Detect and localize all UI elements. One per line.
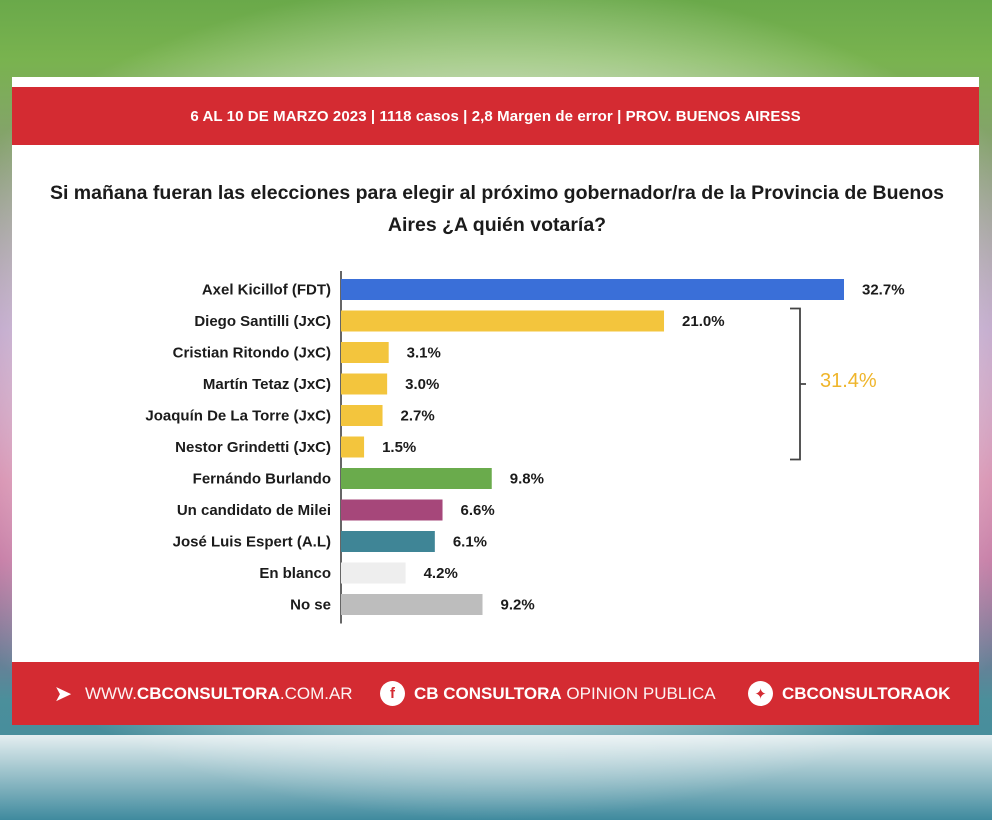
jxc-bracket: [790, 307, 806, 461]
category-label-nestor-grindetti-jxc: Nestor Grindetti (JxC): [175, 439, 331, 456]
value-label-martin-tetaz-jxc: 3.0%: [405, 376, 439, 393]
category-label-martin-tetaz-jxc: Martín Tetaz (JxC): [203, 376, 331, 393]
bar-martin-tetaz-jxc: [341, 373, 388, 395]
value-label-joaquin-de-la-torre-jxc: 2.7%: [401, 408, 435, 425]
bar-en-blanco: [341, 562, 406, 584]
twitter-handle: CBCONSULTORAOK: [782, 683, 951, 703]
info-banner: 6 AL 10 DE MARZO 2023 | 1118 casos | 2,8…: [12, 87, 979, 145]
jxc-total-label: 31.4%: [820, 370, 877, 392]
facebook-subtitle: OPINION PUBLICA: [566, 683, 716, 703]
poll-question: Si mañana fueran las elecciones para ele…: [49, 182, 945, 236]
bar-chart: Axel Kicillof (FDT) 32.7% Diego Santilli (…: [145, 271, 905, 624]
bar-joaquin-de-la-torre-jxc: [341, 405, 383, 426]
category-label-un-candidato-de-milei: Un candidato de Milei: [177, 502, 331, 519]
website-suffix: .COM.AR: [279, 683, 353, 703]
website-link[interactable]: ➤ WWW. CBCONSULTORA .COM.AR: [50, 681, 353, 706]
value-label-diego-santilli-jxc: 21.0%: [682, 313, 725, 330]
footer-banner: ➤ WWW. CBCONSULTORA .COM.AR f CB CONSULTOR…: [12, 662, 979, 725]
category-label-jose-luis-espert-a-l: José Luis Espert (A.L): [173, 534, 331, 551]
value-label-jose-luis-espert-a-l: 6.1%: [453, 534, 487, 551]
twitter-link[interactable]: ✦ CBCONSULTORAOK: [748, 681, 950, 706]
bar-diego-santilli-jxc: [341, 310, 665, 332]
category-label-axel-kicillof-fdt: Axel Kicillof (FDT): [202, 282, 331, 299]
value-label-cristian-ritondo-jxc: 3.1%: [407, 345, 441, 362]
facebook-icon: f: [380, 681, 405, 706]
value-label-un-candidato-de-milei: 6.6%: [461, 502, 495, 519]
category-label-en-blanco: En blanco: [259, 565, 331, 582]
bar-axel-kicillof-fdt: [341, 279, 844, 300]
category-label-cristian-ritondo-jxc: Cristian Ritondo (JxC): [173, 345, 331, 362]
poll-info: 6 AL 10 DE MARZO 2023 | 1118 casos | 2,8…: [190, 107, 801, 125]
facebook-link[interactable]: f CB CONSULTORA OPINION PUBLICA: [380, 681, 716, 706]
bar-nestor-grindetti-jxc: [341, 436, 365, 458]
bottom-glow: [0, 735, 992, 820]
cursor-click-icon: ➤: [53, 680, 73, 706]
bar-no-se: [341, 594, 483, 615]
bar-fernando-burlando: [341, 468, 492, 489]
poll-card: 6 AL 10 DE MARZO 2023 | 1118 casos | 2,8…: [12, 77, 979, 725]
value-label-no-se: 9.2%: [501, 597, 535, 614]
category-label-no-se: No se: [290, 597, 331, 614]
facebook-name: CB CONSULTORA: [414, 683, 562, 703]
website-bold: CBCONSULTORA: [136, 683, 280, 703]
value-label-fernando-burlando: 9.8%: [510, 471, 544, 488]
bar-jose-luis-espert-a-l: [341, 531, 435, 552]
bar-un-candidato-de-milei: [341, 499, 443, 521]
bar-cristian-ritondo-jxc: [341, 342, 389, 363]
value-label-nestor-grindetti-jxc: 1.5%: [382, 439, 416, 456]
category-label-diego-santilli-jxc: Diego Santilli (JxC): [194, 313, 331, 330]
value-label-axel-kicillof-fdt: 32.7%: [862, 282, 905, 299]
category-label-joaquin-de-la-torre-jxc: Joaquín De La Torre (JxC): [145, 408, 331, 425]
website-prefix: WWW.: [85, 683, 137, 703]
twitter-icon: ✦: [748, 681, 773, 706]
category-label-fernando-burlando: Fernándo Burlando: [193, 471, 331, 488]
value-label-en-blanco: 4.2%: [424, 565, 458, 582]
